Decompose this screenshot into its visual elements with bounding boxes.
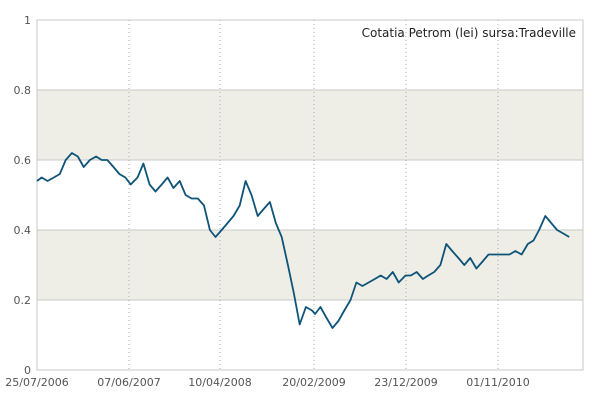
x-tick-label: 01/11/2010 <box>466 376 529 389</box>
y-tick-label: 0.6 <box>14 154 32 167</box>
horizontal-gridlines <box>37 89 583 301</box>
y-tick-label: 0.2 <box>14 294 32 307</box>
y-tick-label: 0 <box>24 364 31 377</box>
y-axis-tick-labels: 0 0.2 0.4 0.6 0.8 1 <box>14 14 32 377</box>
y-tick-label: 1 <box>24 14 31 27</box>
y-tick-label: 0.4 <box>14 224 32 237</box>
x-axis-tick-labels: 25/07/2006 07/06/2007 10/04/2008 20/02/2009… <box>5 376 529 389</box>
vertical-gridlines <box>128 20 499 370</box>
x-tick-label: 23/12/2009 <box>374 376 437 389</box>
x-tick-label: 25/07/2006 <box>5 376 68 389</box>
price-series-line <box>36 152 570 329</box>
plot-border <box>36 19 584 371</box>
x-tick-label: 07/06/2007 <box>97 376 160 389</box>
band-1 <box>37 90 583 160</box>
band-0 <box>37 230 583 300</box>
y-tick-label: 0.8 <box>14 84 32 97</box>
x-tick-label: 10/04/2008 <box>188 376 251 389</box>
chart-title: Cotatia Petrom (lei) sursa:Tradeville <box>362 26 576 40</box>
background-bands <box>37 90 583 300</box>
x-tick-label: 20/02/2009 <box>282 376 345 389</box>
